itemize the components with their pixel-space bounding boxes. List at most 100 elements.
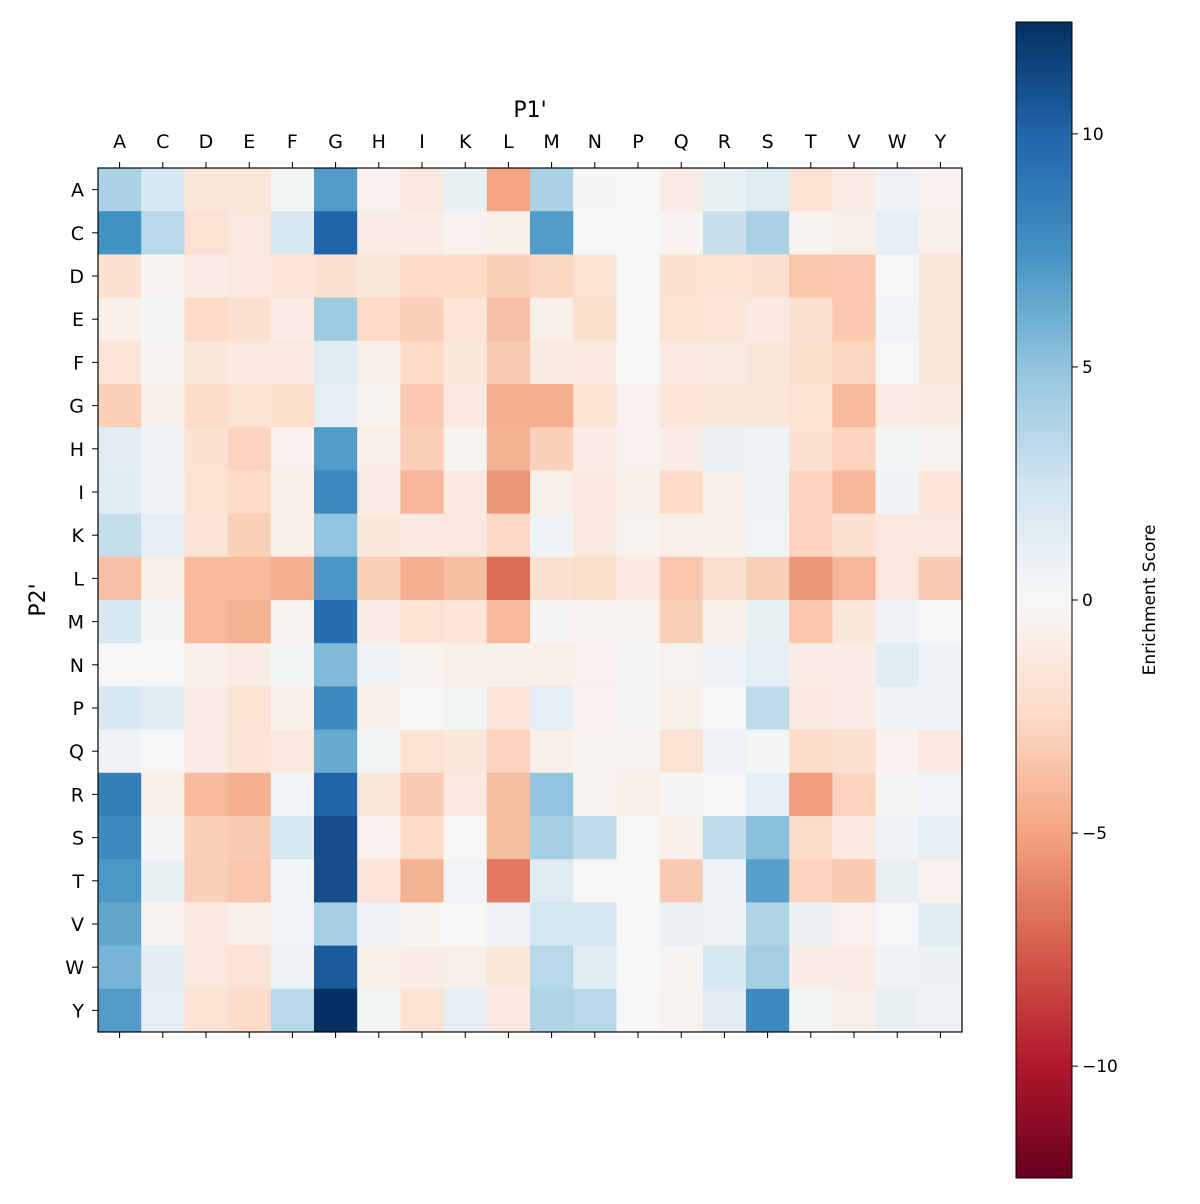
heatmap-cell bbox=[227, 945, 272, 990]
heatmap-cell bbox=[98, 513, 142, 558]
heatmap-cell bbox=[789, 729, 833, 774]
heatmap-cell bbox=[875, 254, 920, 299]
heatmap-cell bbox=[832, 816, 877, 860]
heatmap-cell bbox=[616, 384, 661, 428]
heatmap-cell bbox=[875, 384, 920, 428]
heatmap-cell bbox=[832, 643, 877, 687]
heatmap-cell bbox=[659, 340, 704, 385]
heatmap-cell bbox=[184, 772, 229, 817]
x-tick-label: Y bbox=[934, 131, 947, 153]
heatmap-cell bbox=[832, 470, 877, 515]
heatmap-cell bbox=[918, 384, 963, 428]
heatmap-cell bbox=[918, 988, 963, 1033]
heatmap-cell bbox=[746, 945, 790, 990]
heatmap-cell bbox=[227, 772, 272, 817]
heatmap-cell bbox=[141, 297, 185, 342]
heatmap-cell bbox=[789, 902, 833, 947]
heatmap-cell bbox=[98, 686, 142, 731]
colorbar-tick-label: −5 bbox=[1082, 824, 1107, 844]
heatmap-cell bbox=[400, 384, 445, 428]
heatmap-cell bbox=[702, 470, 747, 515]
y-tick-label: S bbox=[72, 828, 84, 850]
y-tick-label: R bbox=[71, 784, 84, 806]
heatmap-cell bbox=[918, 643, 963, 687]
heatmap-cell bbox=[530, 211, 574, 255]
heatmap-cell bbox=[875, 988, 920, 1033]
y-tick-label: W bbox=[65, 957, 84, 979]
heatmap-cell bbox=[789, 470, 833, 515]
heatmap-cell bbox=[616, 600, 661, 644]
heatmap-cell bbox=[98, 427, 142, 471]
heatmap-cell bbox=[659, 470, 704, 515]
heatmap-cell bbox=[918, 816, 963, 860]
heatmap-cell bbox=[875, 729, 920, 774]
heatmap-cell bbox=[616, 772, 661, 817]
heatmap-cell bbox=[270, 211, 315, 255]
heatmap-cell bbox=[227, 729, 272, 774]
heatmap-cell bbox=[530, 816, 574, 860]
heatmap-cell bbox=[616, 556, 661, 601]
heatmap-cell bbox=[270, 340, 315, 385]
heatmap-cell bbox=[789, 643, 833, 687]
heatmap-cell bbox=[184, 686, 229, 731]
heatmap-cell bbox=[832, 686, 877, 731]
heatmap-cell bbox=[746, 384, 790, 428]
heatmap-cell bbox=[702, 384, 747, 428]
heatmap-cell bbox=[486, 556, 531, 601]
x-tick-label: D bbox=[199, 131, 214, 153]
heatmap-cell bbox=[227, 168, 272, 212]
heatmap-cell bbox=[314, 211, 358, 255]
heatmap-cell bbox=[573, 470, 617, 515]
heatmap-cell bbox=[184, 729, 229, 774]
heatmap-cell bbox=[486, 168, 531, 212]
heatmap-cell bbox=[184, 168, 229, 212]
heatmap-cell bbox=[616, 729, 661, 774]
heatmap-cell bbox=[530, 945, 574, 990]
heatmap-cell bbox=[702, 427, 747, 471]
colorbar-tick-label: −10 bbox=[1082, 1057, 1118, 1077]
heatmap-cell bbox=[357, 556, 401, 601]
heatmap-cell bbox=[357, 816, 401, 860]
x-tick-label: K bbox=[459, 131, 472, 153]
heatmap-cell bbox=[98, 772, 142, 817]
heatmap-cell bbox=[184, 902, 229, 947]
y-tick-label: Q bbox=[69, 741, 84, 763]
heatmap-cell bbox=[357, 168, 401, 212]
x-tick-label: N bbox=[588, 131, 602, 153]
heatmap-cell bbox=[875, 470, 920, 515]
heatmap-cell bbox=[357, 470, 401, 515]
heatmap-cell bbox=[832, 988, 877, 1033]
heatmap-cell bbox=[184, 340, 229, 385]
heatmap-cell bbox=[746, 772, 790, 817]
heatmap-cell bbox=[573, 686, 617, 731]
heatmap-cell bbox=[789, 816, 833, 860]
heatmap-cell bbox=[616, 643, 661, 687]
heatmap-cell bbox=[486, 988, 531, 1033]
heatmap-cell bbox=[573, 816, 617, 860]
y-tick-label: N bbox=[70, 655, 84, 677]
heatmap-cell bbox=[832, 902, 877, 947]
heatmap-cell bbox=[486, 254, 531, 299]
heatmap-cell bbox=[486, 945, 531, 990]
heatmap-cell bbox=[789, 211, 833, 255]
heatmap-cell bbox=[918, 297, 963, 342]
y-tick-label: I bbox=[78, 482, 84, 504]
heatmap-cell bbox=[530, 859, 574, 903]
heatmap-cell bbox=[789, 945, 833, 990]
heatmap-cell bbox=[270, 297, 315, 342]
heatmap-cell bbox=[616, 859, 661, 903]
heatmap-cell bbox=[357, 686, 401, 731]
x-tick-label: M bbox=[543, 131, 559, 153]
heatmap-cell bbox=[486, 902, 531, 947]
heatmap-cell bbox=[530, 470, 574, 515]
heatmap-cell bbox=[659, 686, 704, 731]
heatmap-cell bbox=[702, 254, 747, 299]
heatmap-cell bbox=[746, 600, 790, 644]
heatmap-cell bbox=[486, 297, 531, 342]
heatmap-cell bbox=[227, 988, 272, 1033]
heatmap-cell bbox=[443, 859, 488, 903]
heatmap-cell bbox=[530, 168, 574, 212]
heatmap-cell bbox=[875, 600, 920, 644]
y-tick-label: F bbox=[73, 352, 84, 374]
